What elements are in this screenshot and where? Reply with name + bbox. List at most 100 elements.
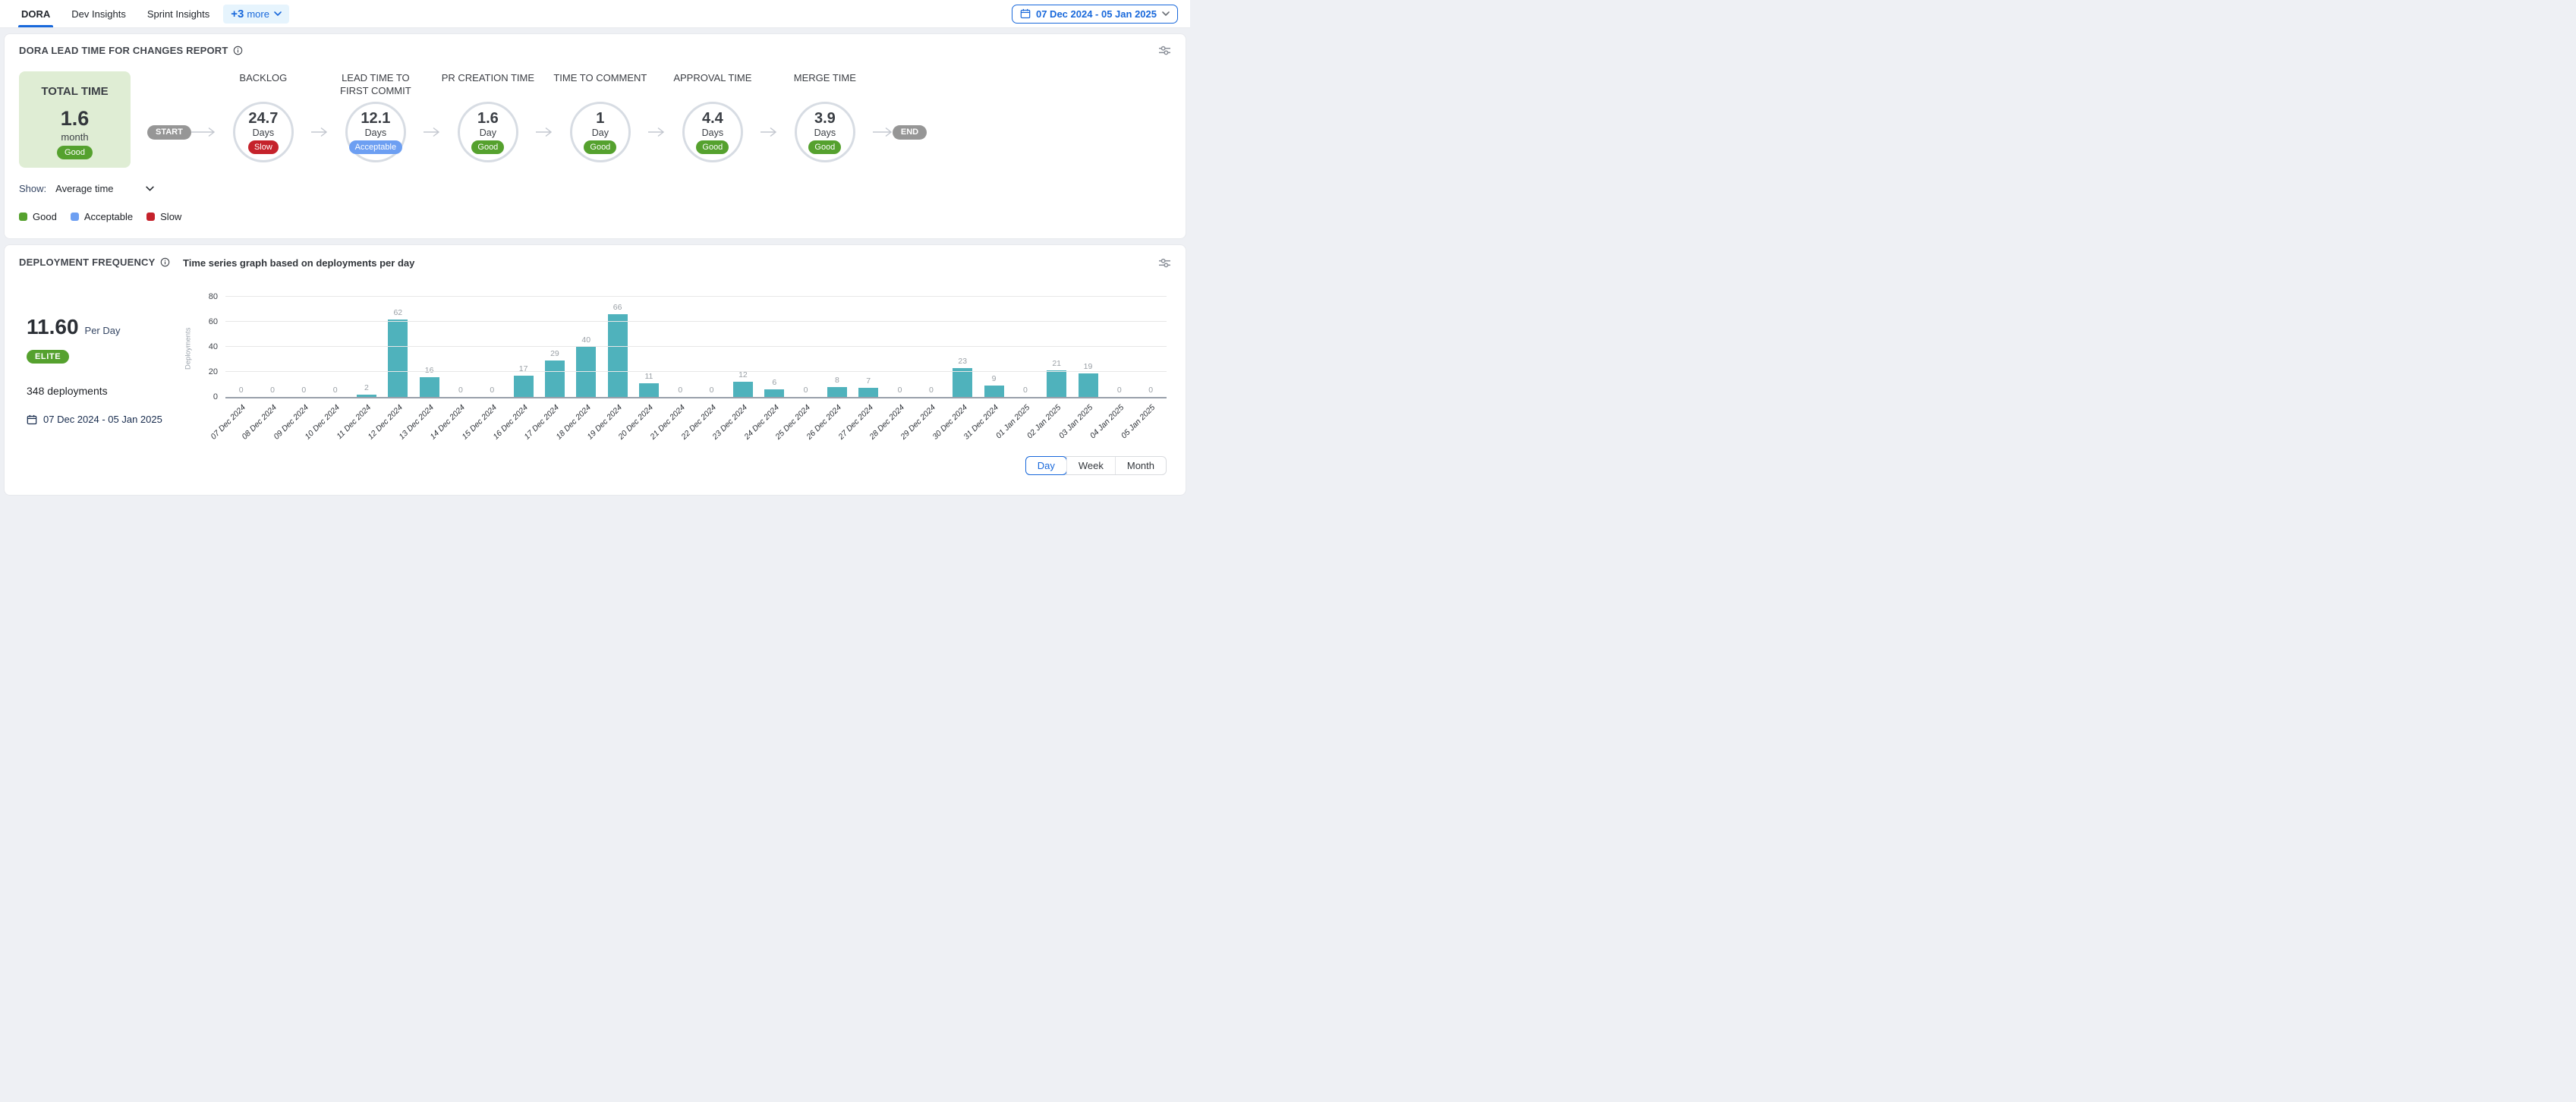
stage-unit: Day bbox=[479, 127, 496, 138]
bar-03-jan-2025: 19 bbox=[1072, 297, 1104, 397]
deploy-rate-value: 11.60 bbox=[27, 315, 79, 338]
deployment-frequency-title: DEPLOYMENT FREQUENCY bbox=[19, 257, 170, 268]
flow-arrow-icon bbox=[647, 127, 664, 137]
show-metric-value: Average time bbox=[55, 183, 114, 194]
lead-time-title: DORA LEAD TIME FOR CHANGES REPORT bbox=[19, 45, 243, 56]
stage-value: 4.4 bbox=[701, 109, 723, 127]
bar-05-jan-2025: 0 bbox=[1135, 297, 1167, 397]
flow-arrow-icon bbox=[872, 127, 892, 137]
bar-04-jan-2025: 0 bbox=[1104, 297, 1135, 397]
bar-value-label: 0 bbox=[709, 386, 714, 395]
lead-time-card: DORA LEAD TIME FOR CHANGES REPORT TOTAL … bbox=[4, 33, 1186, 239]
stage-circle: 12.1 Days Acceptable bbox=[345, 102, 406, 162]
chart-settings-icon[interactable] bbox=[1158, 45, 1171, 56]
bar-value-label: 0 bbox=[897, 386, 902, 395]
stage-status-badge: Good bbox=[696, 140, 729, 154]
chevron-down-icon bbox=[145, 186, 154, 191]
stage-status-badge: Good bbox=[808, 140, 842, 154]
stage-value: 24.7 bbox=[248, 109, 279, 127]
chevron-down-icon bbox=[274, 11, 282, 16]
bar bbox=[953, 368, 973, 397]
bar-value-label: 2 bbox=[364, 383, 369, 392]
chart-settings-icon[interactable] bbox=[1158, 257, 1171, 269]
tab-sprint-insights[interactable]: Sprint Insights bbox=[146, 8, 210, 20]
stage-unit: Days bbox=[364, 127, 387, 138]
total-time-card: TOTAL TIME 1.6 month Good bbox=[19, 71, 131, 168]
deployments-bar-chart: Deployments 0 0 0 0 2 62 16 0 0 17 29 40 66 11 0 0 12 6 0 8… bbox=[183, 288, 1171, 475]
deployment-stats: 11.60 Per Day ELITE 348 deployments 07 D… bbox=[19, 288, 183, 475]
stage-circle: 3.9 Days Good bbox=[794, 102, 855, 162]
y-axis-tick: 20 bbox=[208, 367, 218, 376]
granularity-day-button[interactable]: Day bbox=[1025, 456, 1067, 475]
bar-value-label: 0 bbox=[270, 386, 275, 395]
bar-value-label: 0 bbox=[678, 386, 683, 395]
bar-value-label: 19 bbox=[1083, 362, 1093, 371]
total-time-value: 1.6 bbox=[60, 107, 90, 130]
bar-value-label: 0 bbox=[1022, 386, 1028, 395]
stage-unit: Days bbox=[814, 127, 836, 138]
bar-value-label: 7 bbox=[866, 376, 871, 386]
bar-value-label: 0 bbox=[1148, 386, 1154, 395]
stage-backlog: BACKLOG 24.7 Days Slow bbox=[216, 71, 311, 162]
bar-27-dec-2024: 7 bbox=[853, 297, 884, 397]
stage-unit: Days bbox=[701, 127, 724, 138]
stage-pr-creation-time: PR CREATION TIME 1.6 Day Good bbox=[440, 71, 536, 162]
stage-status-badge: Slow bbox=[247, 140, 279, 154]
stage-value: 12.1 bbox=[361, 109, 391, 127]
bar-13-dec-2024: 16 bbox=[414, 297, 445, 397]
chart-subtitle: Time series graph based on deployments p… bbox=[183, 257, 415, 269]
legend-label: Acceptable bbox=[83, 211, 134, 222]
stage-label: MERGE TIME bbox=[793, 72, 856, 83]
bar bbox=[764, 389, 785, 397]
tab-list: DORA Dev Insights Sprint Insights bbox=[12, 0, 219, 27]
flow-arrow-icon bbox=[191, 127, 215, 137]
bar-25-dec-2024: 0 bbox=[790, 297, 821, 397]
date-range-picker[interactable]: 07 Dec 2024 - 05 Jan 2025 bbox=[1011, 4, 1178, 24]
bar-value-label: 23 bbox=[958, 357, 968, 366]
stage-circle: 1.6 Day Good bbox=[457, 102, 518, 162]
info-icon[interactable] bbox=[233, 46, 243, 55]
bar bbox=[419, 377, 439, 397]
bar-14-dec-2024: 0 bbox=[445, 297, 476, 397]
stage-status-badge: Good bbox=[584, 140, 617, 154]
stage-label: APPROVAL TIME bbox=[673, 72, 752, 83]
stage-label: LEAD TIME TO FIRST COMMIT bbox=[340, 72, 411, 96]
bar-11-dec-2024: 2 bbox=[351, 297, 382, 397]
more-tabs-button[interactable]: +3 more bbox=[223, 4, 289, 24]
legend-swatch bbox=[70, 213, 79, 221]
legend-label: Slow bbox=[160, 211, 182, 222]
stage-circle: 4.4 Days Good bbox=[682, 102, 743, 162]
calendar-icon bbox=[1020, 8, 1031, 19]
bar-29-dec-2024: 0 bbox=[915, 297, 946, 397]
bar-31-dec-2024: 9 bbox=[978, 297, 1009, 397]
bar-23-dec-2024: 12 bbox=[727, 297, 758, 397]
bar-value-label: 40 bbox=[581, 335, 591, 345]
bar-20-dec-2024: 11 bbox=[633, 297, 664, 397]
top-tab-bar: DORA Dev Insights Sprint Insights +3 more … bbox=[0, 0, 1190, 28]
bar-value-label: 0 bbox=[1116, 386, 1122, 395]
bar-21-dec-2024: 0 bbox=[665, 297, 696, 397]
calendar-icon bbox=[27, 414, 37, 424]
bar-value-label: 0 bbox=[301, 386, 307, 395]
lead-time-flow: START BACKLOG 24.7 Days Slow LEAD TIME TO… bbox=[147, 71, 927, 162]
tab-dora[interactable]: DORA bbox=[12, 0, 59, 27]
bar-value-label: 11 bbox=[644, 372, 653, 381]
tab-dev-insights[interactable]: Dev Insights bbox=[71, 8, 126, 20]
bar-value-label: 21 bbox=[1052, 359, 1062, 368]
bar bbox=[827, 387, 847, 397]
bar-28-dec-2024: 0 bbox=[884, 297, 915, 397]
stage-value: 1.6 bbox=[477, 109, 499, 127]
bar-02-jan-2025: 21 bbox=[1041, 297, 1072, 397]
legend-label: Good bbox=[33, 211, 57, 222]
info-icon[interactable] bbox=[160, 257, 170, 267]
more-tabs-label: more bbox=[247, 8, 269, 20]
total-time-status-badge: Good bbox=[57, 146, 93, 159]
granularity-week-button[interactable]: Week bbox=[1066, 457, 1115, 474]
show-metric-dropdown[interactable]: Average time bbox=[55, 183, 154, 194]
y-axis-tick: 40 bbox=[208, 342, 218, 351]
bar-12-dec-2024: 62 bbox=[383, 297, 414, 397]
flow-arrow-icon bbox=[310, 127, 327, 137]
granularity-month-button[interactable]: Month bbox=[1114, 457, 1166, 474]
legend-item-slow: Slow bbox=[146, 211, 181, 222]
bar-22-dec-2024: 0 bbox=[696, 297, 727, 397]
